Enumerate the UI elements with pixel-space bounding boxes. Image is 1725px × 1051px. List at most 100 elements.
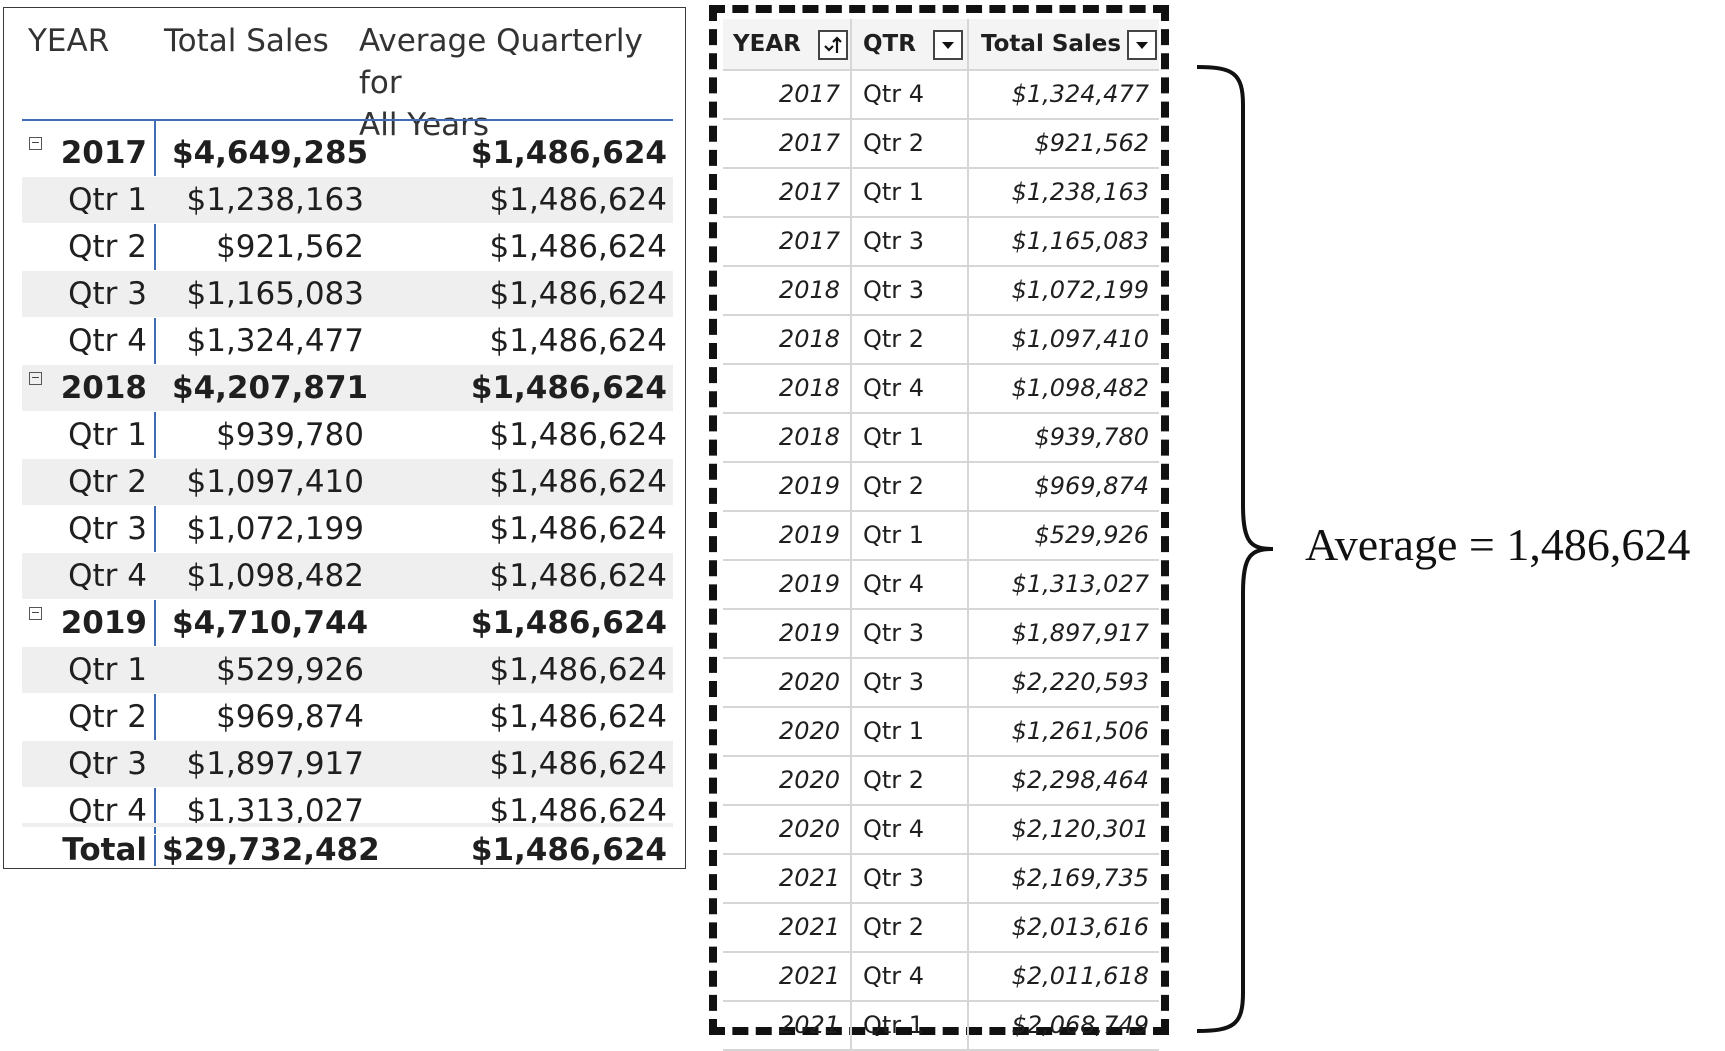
collapse-icon[interactable]: − [29,371,42,385]
year-cell: 2021 [778,1011,840,1039]
sales-cell: $1,238,163 [1011,178,1149,206]
average-cell: $1,486,624 [470,370,667,406]
qtr-cell: Qtr 1 [863,423,925,451]
row-label: Qtr 3 [68,511,147,547]
matrix-row-quarter: Qtr 2 $921,562 $1,486,624 [22,224,673,271]
collapse-icon[interactable]: − [29,606,42,620]
row-label: 2019 [60,605,147,641]
year-cell: 2021 [778,864,840,892]
table-row[interactable]: 2019 Qtr 4 $1,313,027 [723,561,1159,610]
table-row[interactable]: 2017 Qtr 2 $921,562 [723,120,1159,169]
row-label: Qtr 2 [68,229,147,265]
total-sales-cell: $1,324,477 [186,323,365,359]
matrix-rows: − 2017 $4,649,285 $1,486,624 Qtr 1 $1,23… [22,130,673,835]
column-header-average-quarterly[interactable]: Average Quarterly for All Years [359,20,669,146]
matrix-row-quarter: Qtr 3 $1,165,083 $1,486,624 [22,271,673,318]
table-row[interactable]: 2020 Qtr 4 $2,120,301 [723,806,1159,855]
table-row[interactable]: 2018 Qtr 3 $1,072,199 [723,267,1159,316]
total-sales-cell: $1,238,163 [186,182,365,218]
total-label: Total [62,832,147,868]
column-header-total-sales[interactable]: Total Sales [164,23,329,59]
grand-total-sales: $29,732,482 [162,832,380,868]
average-cell: $1,486,624 [489,558,668,594]
year-cell: 2020 [778,717,840,745]
average-cell: $1,486,624 [489,746,668,782]
year-cell: 2019 [778,619,840,647]
filter-dropdown-icon[interactable] [933,30,963,60]
qtr-cell: Qtr 2 [863,325,925,353]
year-cell: 2021 [778,913,840,941]
matrix-row-quarter: Qtr 3 $1,072,199 $1,486,624 [22,506,673,553]
row-label: Qtr 2 [68,699,147,735]
column-header-year[interactable]: YEAR [28,23,110,59]
table-row[interactable]: 2018 Qtr 4 $1,098,482 [723,365,1159,414]
average-cell: $1,486,624 [489,276,668,312]
matrix-row-year: − 2017 $4,649,285 $1,486,624 [22,130,673,177]
qtr-cell: Qtr 2 [863,129,925,157]
table-row[interactable]: 2021 Qtr 1 $2,068,749 [723,1002,1159,1051]
column-header-total-sales[interactable]: Total Sales [981,31,1122,57]
year-cell: 2020 [778,815,840,843]
sales-cell: $2,298,464 [1011,766,1149,794]
table-row[interactable]: 2019 Qtr 2 $969,874 [723,463,1159,512]
sales-cell: $939,780 [1034,423,1149,451]
qtr-cell: Qtr 2 [863,472,925,500]
table-row[interactable]: 2021 Qtr 2 $2,013,616 [723,904,1159,953]
sort-ascending-icon[interactable] [818,30,848,60]
table-row[interactable]: 2020 Qtr 2 $2,298,464 [723,757,1159,806]
filter-dropdown-icon[interactable] [1127,30,1157,60]
sales-cell: $1,097,410 [1011,325,1149,353]
qtr-cell: Qtr 4 [863,80,925,108]
row-label: Qtr 1 [68,652,147,688]
table-row[interactable]: 2020 Qtr 3 $2,220,593 [723,659,1159,708]
average-cell: $1,486,624 [489,699,668,735]
total-sales-cell: $1,072,199 [186,511,365,547]
total-sales-cell: $4,207,871 [172,370,369,406]
grand-total-average: $1,486,624 [470,832,667,868]
table-row[interactable]: 2018 Qtr 1 $939,780 [723,414,1159,463]
year-cell: 2017 [778,178,840,206]
average-cell: $1,486,624 [489,464,668,500]
qtr-cell: Qtr 3 [863,668,925,696]
qtr-cell: Qtr 1 [863,1011,925,1039]
average-cell: $1,486,624 [470,605,667,641]
row-label: Qtr 2 [68,464,147,500]
table-row[interactable]: 2017 Qtr 4 $1,324,477 [723,71,1159,120]
total-sales-cell: $4,649,285 [172,135,369,171]
column-header-average-line1: Average Quarterly for [359,23,643,101]
matrix-row-quarter: Qtr 1 $1,238,163 $1,486,624 [22,177,673,224]
total-sales-cell: $939,780 [216,417,364,453]
table-row[interactable]: 2019 Qtr 3 $1,897,917 [723,610,1159,659]
column-header-qtr[interactable]: QTR [863,31,916,57]
qtr-cell: Qtr 2 [863,766,925,794]
data-table-body: 2017 Qtr 4 $1,324,477 2017 Qtr 2 $921,562 20… [723,71,1159,1051]
average-cell: $1,486,624 [489,323,668,359]
total-sales-cell: $1,165,083 [186,276,365,312]
collapse-icon[interactable]: − [29,136,42,150]
qtr-cell: Qtr 3 [863,276,925,304]
sales-cell: $2,120,301 [1011,815,1149,843]
table-row[interactable]: 2017 Qtr 3 $1,165,083 [723,218,1159,267]
column-header-year[interactable]: YEAR [733,31,801,57]
qtr-cell: Qtr 3 [863,864,925,892]
data-table-header: YEAR QTR Total Sales [723,19,1159,71]
sales-cell: $1,261,506 [1011,717,1149,745]
table-row[interactable]: 2017 Qtr 1 $1,238,163 [723,169,1159,218]
header-accent-rule [22,119,673,121]
year-cell: 2019 [778,521,840,549]
table-row[interactable]: 2021 Qtr 3 $2,169,735 [723,855,1159,904]
table-row[interactable]: 2020 Qtr 1 $1,261,506 [723,708,1159,757]
row-label: 2017 [60,135,147,171]
table-row[interactable]: 2019 Qtr 1 $529,926 [723,512,1159,561]
matrix-total-row: Total $29,732,482 $1,486,624 [22,823,673,873]
table-row[interactable]: 2021 Qtr 4 $2,011,618 [723,953,1159,1002]
qtr-cell: Qtr 4 [863,962,925,990]
table-row[interactable]: 2018 Qtr 2 $1,097,410 [723,316,1159,365]
matrix-row-quarter: Qtr 3 $1,897,917 $1,486,624 [22,741,673,788]
qtr-cell: Qtr 1 [863,521,925,549]
qtr-cell: Qtr 2 [863,913,925,941]
year-cell: 2019 [778,472,840,500]
sales-cell: $1,897,917 [1011,619,1149,647]
data-table-frame: YEAR QTR Total Sales [709,5,1169,1051]
row-label: Qtr 3 [68,746,147,782]
